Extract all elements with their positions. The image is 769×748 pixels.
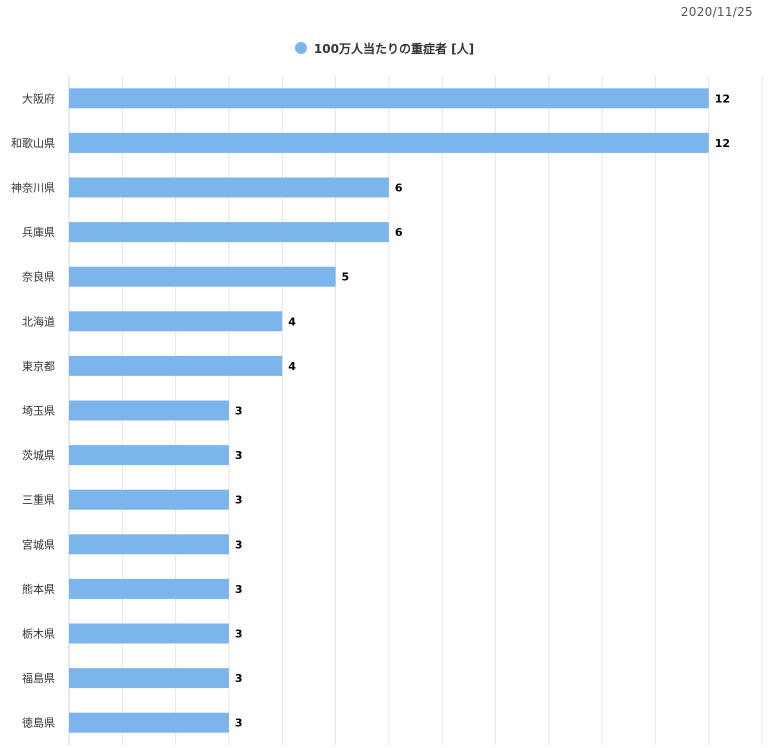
- category-label: 神奈川県: [11, 181, 55, 195]
- data-label: 4: [288, 360, 296, 373]
- bar[interactable]: [69, 668, 229, 689]
- data-label: 12: [715, 92, 730, 105]
- data-label: 3: [235, 449, 243, 462]
- category-label: 大阪府: [22, 91, 55, 105]
- legend-marker-icon: [294, 42, 307, 54]
- category-label: 和歌山県: [11, 136, 55, 150]
- chart-date: 2020/11/25: [680, 5, 753, 19]
- legend[interactable]: 100万人当たりの重症者 [人]: [0, 40, 769, 57]
- data-label: 6: [395, 182, 403, 195]
- category-label: 北海道: [22, 314, 55, 328]
- category-label: 栃木県: [22, 627, 55, 641]
- data-label: 3: [235, 405, 243, 418]
- bar[interactable]: [69, 445, 229, 466]
- bar[interactable]: [69, 311, 283, 332]
- bar[interactable]: [69, 177, 389, 198]
- data-label: 12: [715, 137, 730, 150]
- data-label: 4: [288, 315, 296, 328]
- category-label: 徳島県: [22, 716, 55, 730]
- bar[interactable]: [69, 623, 229, 644]
- category-label: 熊本県: [22, 582, 55, 596]
- category-label: 茨城県: [22, 448, 55, 462]
- category-label: 福島県: [22, 671, 55, 685]
- category-label: 三重県: [22, 493, 55, 507]
- bar[interactable]: [69, 712, 229, 733]
- bar[interactable]: [69, 489, 229, 510]
- category-label: 東京都: [22, 359, 55, 373]
- bar[interactable]: [69, 355, 283, 376]
- bar[interactable]: [69, 266, 336, 287]
- category-label: 奈良県: [22, 270, 55, 284]
- data-label: 3: [235, 494, 243, 507]
- data-label: 3: [235, 717, 243, 730]
- legend-label: 100万人当たりの重症者 [人]: [313, 42, 475, 56]
- data-label: 3: [235, 538, 243, 551]
- category-label: 宮城県: [22, 537, 55, 551]
- bar[interactable]: [69, 88, 709, 109]
- data-label: 3: [235, 672, 243, 685]
- bar[interactable]: [69, 400, 229, 421]
- bar[interactable]: [69, 578, 229, 599]
- category-label: 埼玉県: [22, 404, 55, 418]
- category-label: 兵庫県: [22, 225, 55, 239]
- data-label: 5: [342, 271, 350, 284]
- data-label: 3: [235, 628, 243, 641]
- bar[interactable]: [69, 132, 709, 153]
- data-label: 6: [395, 226, 403, 239]
- bar[interactable]: [69, 534, 229, 555]
- data-label: 3: [235, 583, 243, 596]
- bar[interactable]: [69, 222, 389, 243]
